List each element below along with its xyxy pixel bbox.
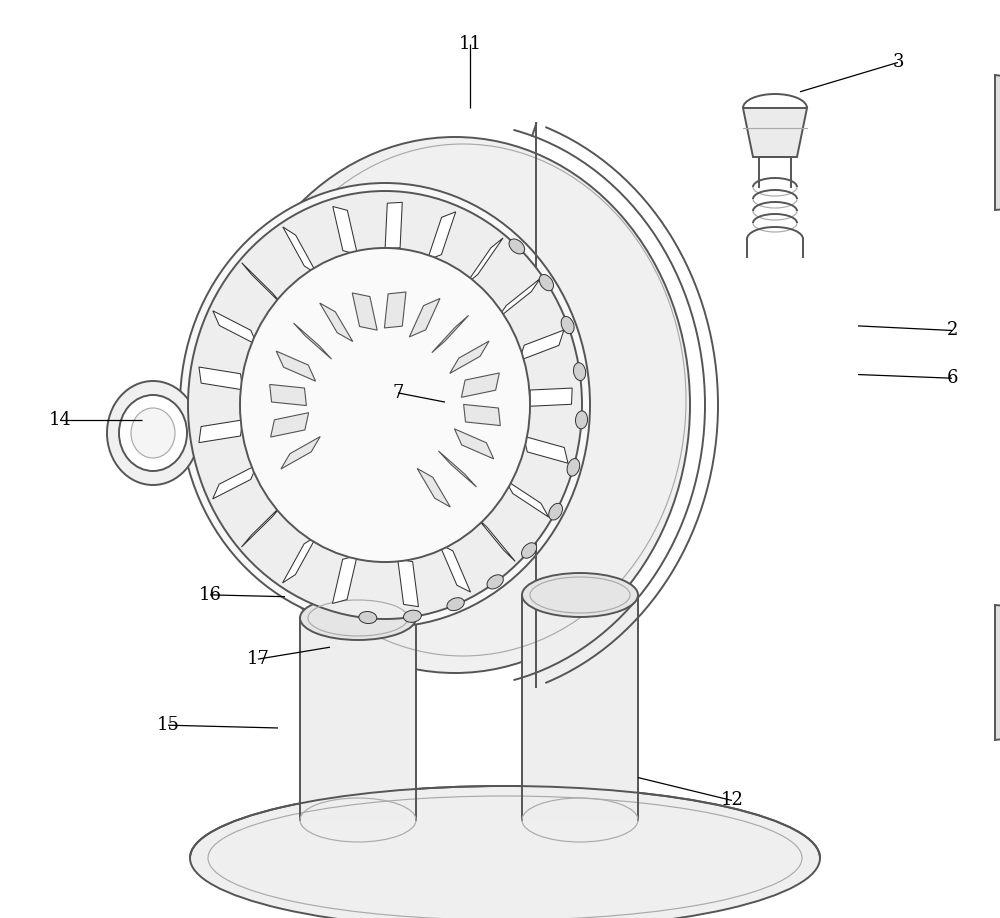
Ellipse shape bbox=[359, 611, 377, 623]
Ellipse shape bbox=[188, 191, 582, 619]
Polygon shape bbox=[213, 465, 257, 498]
Ellipse shape bbox=[561, 317, 574, 334]
Polygon shape bbox=[332, 555, 357, 603]
Polygon shape bbox=[241, 505, 283, 547]
Text: 6: 6 bbox=[946, 369, 958, 387]
Polygon shape bbox=[385, 202, 402, 249]
Polygon shape bbox=[276, 351, 316, 381]
Ellipse shape bbox=[549, 503, 562, 520]
Ellipse shape bbox=[240, 248, 530, 562]
Ellipse shape bbox=[576, 411, 588, 429]
Polygon shape bbox=[505, 479, 549, 517]
Ellipse shape bbox=[522, 573, 638, 617]
Polygon shape bbox=[530, 388, 572, 407]
Polygon shape bbox=[213, 311, 257, 345]
Text: 11: 11 bbox=[458, 35, 482, 53]
Ellipse shape bbox=[522, 543, 537, 558]
Polygon shape bbox=[476, 517, 515, 562]
Polygon shape bbox=[461, 373, 499, 397]
Polygon shape bbox=[464, 405, 500, 426]
Text: 16: 16 bbox=[198, 586, 222, 604]
Polygon shape bbox=[519, 330, 564, 361]
Polygon shape bbox=[438, 451, 476, 487]
Ellipse shape bbox=[573, 363, 586, 381]
Ellipse shape bbox=[119, 395, 187, 471]
Polygon shape bbox=[439, 544, 471, 592]
Ellipse shape bbox=[107, 381, 199, 485]
Text: 2: 2 bbox=[946, 321, 958, 340]
Ellipse shape bbox=[567, 459, 580, 476]
Text: 14: 14 bbox=[49, 411, 71, 430]
Polygon shape bbox=[199, 420, 243, 442]
Ellipse shape bbox=[190, 786, 820, 918]
Ellipse shape bbox=[447, 598, 464, 610]
Ellipse shape bbox=[403, 610, 421, 622]
Polygon shape bbox=[271, 413, 309, 437]
Polygon shape bbox=[454, 429, 494, 459]
Polygon shape bbox=[524, 436, 568, 464]
Ellipse shape bbox=[539, 274, 554, 291]
Polygon shape bbox=[743, 108, 807, 157]
Polygon shape bbox=[320, 303, 353, 341]
Polygon shape bbox=[432, 316, 469, 353]
Polygon shape bbox=[283, 535, 317, 583]
Polygon shape bbox=[497, 278, 540, 319]
Polygon shape bbox=[199, 367, 243, 390]
Polygon shape bbox=[398, 559, 418, 607]
Text: 3: 3 bbox=[892, 53, 904, 72]
Polygon shape bbox=[466, 238, 503, 285]
Polygon shape bbox=[522, 595, 638, 820]
Polygon shape bbox=[242, 263, 283, 306]
Polygon shape bbox=[995, 605, 1000, 740]
Text: 17: 17 bbox=[247, 650, 269, 668]
Text: 15: 15 bbox=[157, 716, 179, 734]
Polygon shape bbox=[384, 292, 406, 328]
Polygon shape bbox=[294, 323, 332, 359]
Ellipse shape bbox=[180, 183, 590, 627]
Ellipse shape bbox=[131, 408, 175, 458]
Polygon shape bbox=[352, 293, 377, 330]
Ellipse shape bbox=[487, 575, 503, 589]
Ellipse shape bbox=[509, 239, 525, 254]
Polygon shape bbox=[270, 385, 306, 406]
Ellipse shape bbox=[300, 596, 416, 640]
Polygon shape bbox=[427, 212, 456, 260]
Polygon shape bbox=[995, 75, 1000, 210]
Ellipse shape bbox=[220, 137, 690, 673]
Polygon shape bbox=[333, 207, 357, 254]
Polygon shape bbox=[417, 468, 450, 507]
Text: 7: 7 bbox=[392, 384, 404, 402]
Polygon shape bbox=[409, 298, 440, 337]
Polygon shape bbox=[300, 618, 416, 820]
Polygon shape bbox=[281, 437, 320, 469]
Polygon shape bbox=[283, 227, 317, 274]
Text: 12: 12 bbox=[721, 791, 743, 810]
Polygon shape bbox=[450, 341, 489, 374]
